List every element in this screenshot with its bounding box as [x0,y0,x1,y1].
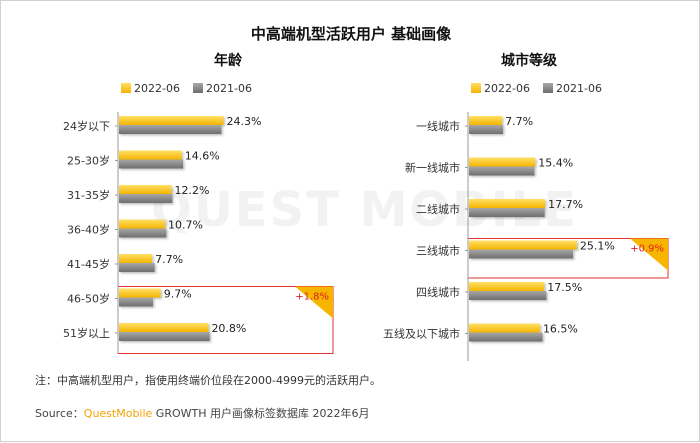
bar-2022 [119,323,209,332]
category-label: 二线城市 [416,202,460,216]
bar-2021 [119,125,222,134]
source-prefix: Source： [35,407,84,420]
bar-2021 [119,228,167,238]
category-label: 25-30岁 [67,154,110,168]
value-label: 10.7% [168,219,203,232]
bar-2021 [469,249,574,259]
highlight-corner [295,286,333,319]
bar-2021 [119,297,153,307]
bar-2022 [469,240,577,250]
bar-2022 [119,150,182,160]
legend-swatch [543,83,553,93]
category-label: 三线城市 [416,244,460,258]
legend-label: 2022-06 [484,82,530,95]
value-label: 25.1% [580,240,615,253]
value-label: 15.4% [538,157,573,170]
value-label: 20.8% [211,322,246,335]
highlight-delta: +1.8% [295,292,329,303]
category-label: 36-40岁 [67,223,110,237]
highlight-corner [630,238,668,271]
footnote: 注：中高端机型用户，指使用终端价位段在2000-4999元的活跃用户。 [35,373,381,387]
chart-title: 中高端机型活跃用户 基础画像 [251,25,452,43]
bar-2022 [469,116,503,125]
bar-2021 [469,125,503,134]
category-label: 四线城市 [416,285,460,299]
source-rest: GROWTH 用户画像标签数据库 2022年6月 [152,406,369,420]
bar-2021 [469,332,543,342]
value-label: 9.7% [164,288,192,301]
value-label: 17.7% [548,198,583,211]
value-label: 24.3% [226,115,261,128]
panel-title: 城市等级 [501,52,558,69]
value-label: 7.7% [505,115,533,128]
bar-2022 [119,288,161,298]
bar-2021 [469,208,545,217]
source-brand: QuestMobile [84,407,153,420]
legend-label: 2021-06 [206,82,252,95]
category-label: 新一线城市 [405,161,460,175]
value-label: 12.2% [174,184,209,197]
highlight-delta: +0.9% [630,244,664,255]
bar-2022 [119,254,153,263]
bar-2022 [469,282,545,291]
age-panel: 年龄 2022-06 2021-06 +1.8% 24岁以下 24.3% 25-30岁 14.… [63,52,334,354]
bar-2021 [119,194,173,203]
bar-2022 [119,219,166,229]
bar-2021 [119,332,210,341]
legend-label: 2021-06 [556,82,602,95]
value-label: 16.5% [543,323,578,336]
legend-swatch [193,83,203,93]
category-label: 五线及以下城市 [383,327,460,341]
bar-2022 [469,199,546,208]
bar-2021 [469,291,547,300]
legend-label: 2022-06 [134,82,180,95]
bar-2022 [469,323,540,333]
legend-swatch [121,83,131,93]
category-label: 一线城市 [416,119,460,133]
panel-title: 年龄 [214,52,243,69]
category-label: 24岁以下 [63,119,110,133]
city-tier-panel: 城市等级 2022-06 2021-06 +0.9% 一线城市 7.7% 新一线城市 15.4… [383,52,669,361]
bar-2021 [119,159,184,169]
bar-2022 [469,157,536,167]
category-label: 31-35岁 [67,188,110,202]
source-line: Source：QuestMobile GROWTH 用户画像标签数据库 2022… [35,406,370,420]
bar-2022 [119,116,224,125]
bar-2021 [469,166,535,176]
bar-2022 [119,185,172,194]
value-label: 14.6% [185,150,220,163]
bar-2021 [119,263,155,272]
category-label: 46-50岁 [67,292,110,306]
value-label: 7.7% [155,253,183,266]
category-label: 41-45岁 [67,257,110,271]
value-label: 17.5% [547,281,582,294]
legend-swatch [471,83,481,93]
category-label: 51岁以上 [63,326,110,340]
